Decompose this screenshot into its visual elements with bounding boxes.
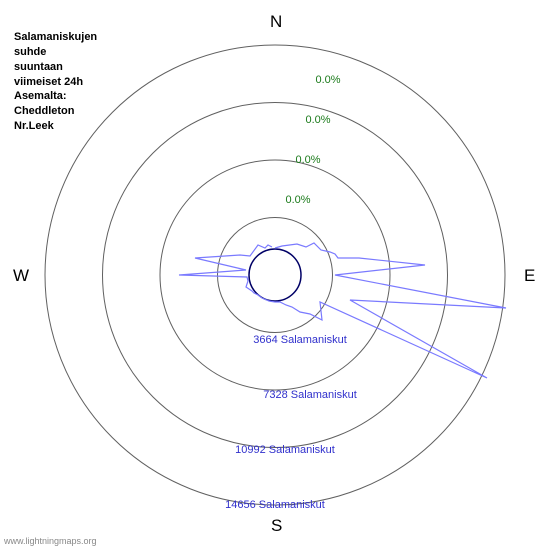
count-label: 10992 Salamaniskut xyxy=(235,444,335,456)
chart-title: Salamaniskujen suhde suuntaan viimeiset … xyxy=(14,30,97,134)
footer-text: www.lightningmaps.org xyxy=(4,536,97,546)
compass-s: S xyxy=(271,516,282,536)
count-label: 3664 Salamaniskut xyxy=(253,334,347,346)
data-trace xyxy=(179,243,506,378)
count-label: 7328 Salamaniskut xyxy=(263,389,357,401)
percent-label: 0.0% xyxy=(285,194,310,206)
count-label: 14656 Salamaniskut xyxy=(225,499,325,511)
compass-n: N xyxy=(270,12,282,32)
percent-label: 0.0% xyxy=(295,154,320,166)
compass-w: W xyxy=(13,266,29,286)
center-circle xyxy=(249,249,301,301)
compass-e: E xyxy=(524,266,535,286)
percent-label: 0.0% xyxy=(315,74,340,86)
percent-label: 0.0% xyxy=(305,114,330,126)
